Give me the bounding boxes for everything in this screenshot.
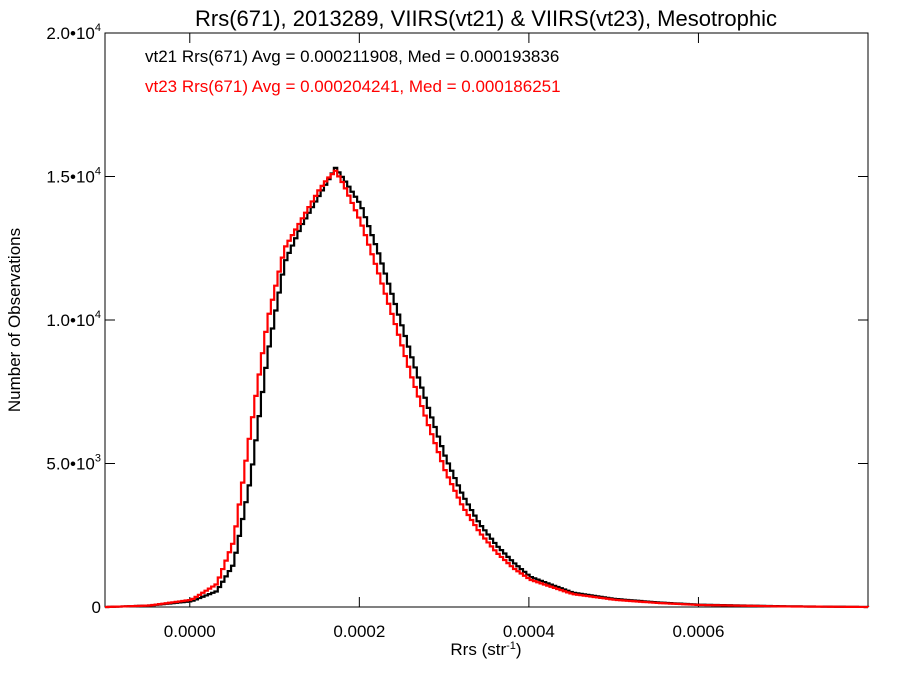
plot-frame [104, 32, 869, 608]
series-layer [105, 166, 870, 609]
chart-title: Rrs(671), 2013289, VIIRS(vt21) & VIIRS(v… [195, 6, 777, 31]
y-tick-label: 1.5•104 [46, 166, 101, 187]
x-tick-label: 0.0002 [333, 622, 385, 641]
x-tick-label: 0.0004 [503, 622, 555, 641]
series-line-vt23 [105, 169, 870, 609]
y-tick-label: 2.0•104 [46, 22, 101, 43]
legend-entry-vt21: vt21 Rrs(671) Avg = 0.000211908, Med = 0… [145, 47, 559, 66]
x-tick-label: 0.0006 [672, 622, 724, 641]
y-axis-label: Number of Observations [5, 228, 24, 412]
x-axis-label: Rrs (str-1) [450, 640, 521, 659]
x-axis-ticks: 0.0000 0.0002 0.0004 0.0006 [164, 33, 724, 641]
legend-entry-vt23: vt23 Rrs(671) Avg = 0.000204241, Med = 0… [145, 77, 561, 96]
y-tick-label: 0 [92, 598, 101, 617]
y-tick-label: 1.0•104 [46, 309, 101, 330]
y-axis-ticks: 0 5.0•103 1.0•104 1.5•104 2.0•104 [46, 22, 868, 617]
y-tick-label: 5.0•103 [46, 453, 101, 474]
x-tick-label: 0.0000 [164, 622, 216, 641]
